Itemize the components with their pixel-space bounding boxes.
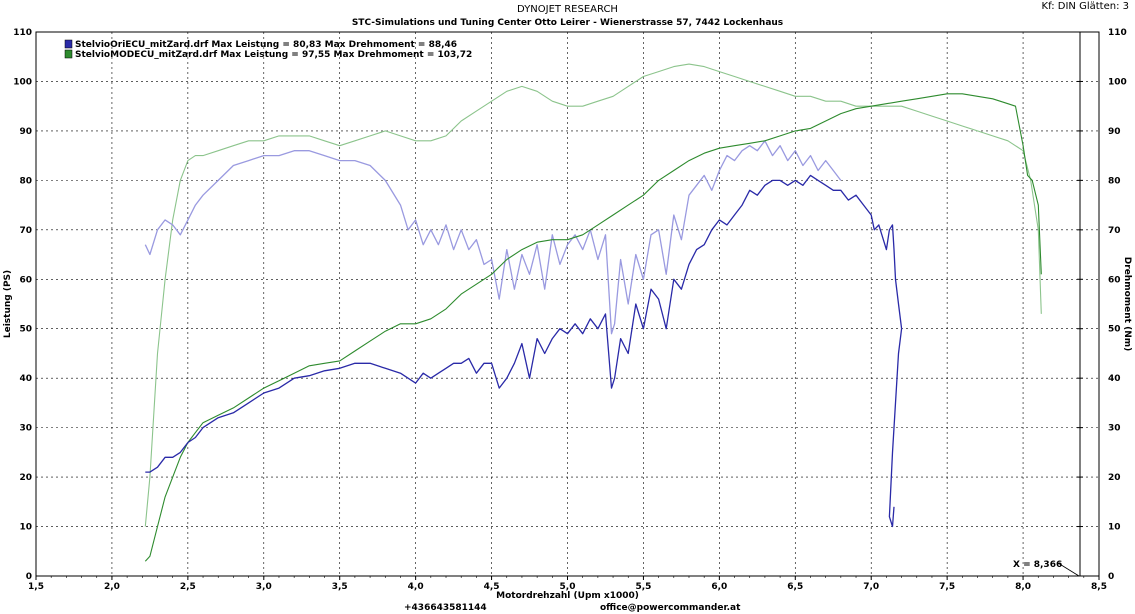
y-tick-label-left: 10 (19, 523, 32, 533)
y-tick-label-left: 40 (19, 374, 32, 384)
x-tick-label: 2,5 (180, 582, 196, 592)
x-tick-label: 6,0 (711, 582, 727, 592)
legend-swatch (64, 39, 73, 49)
x-tick-label: 8,0 (1015, 582, 1031, 592)
x-tick-label: 5,0 (560, 582, 576, 592)
y-tick-label-left: 80 (19, 176, 32, 186)
series-line-2 (144, 140, 842, 335)
y-tick-label-left: 50 (19, 325, 32, 335)
y-axis-label-right: Drehmoment (Nm) (1122, 257, 1132, 351)
x-tick-label: 3,0 (256, 582, 272, 592)
y-tick-label-right: 80 (1108, 176, 1121, 186)
y-tick-label-right: 0 (1108, 572, 1114, 582)
chart-title: DYNOJET RESEARCH (517, 4, 618, 15)
footer-phone: +436643581144 (404, 603, 487, 613)
y-tick-label-right: 110 (1108, 28, 1127, 38)
y-tick-label-right: 70 (1108, 226, 1121, 236)
x-tick-label: 6,5 (787, 582, 803, 592)
legend-swatch (64, 49, 73, 59)
cursor-readout: X = 8,366 (1013, 560, 1062, 570)
y-tick-label-left: 30 (19, 424, 32, 434)
series-line-1 (144, 63, 1042, 527)
y-axis-label-left: Leistung (PS) (3, 270, 13, 338)
x-axis-label: Motordrehzahl (Upm x1000) (496, 591, 639, 601)
legend: StelvioOriECU_mitZard.drf Max Leistung =… (64, 39, 472, 60)
x-tick-label: 2,0 (104, 582, 120, 592)
x-tick-label: 7,5 (939, 582, 955, 592)
series-line-3 (144, 93, 1042, 562)
y-tick-label-left: 60 (19, 275, 32, 285)
y-tick-label-left: 0 (26, 572, 32, 582)
y-tick-label-right: 10 (1108, 523, 1121, 533)
series-line-4 (145, 174, 903, 528)
footer-email: office@powercommander.at (600, 603, 741, 613)
y-tick-label-right: 40 (1108, 374, 1121, 384)
y-tick-label-left: 70 (19, 226, 32, 236)
x-tick-label: 1,5 (28, 582, 44, 592)
x-tick-label: 4,5 (484, 582, 500, 592)
y-tick-label-left: 110 (13, 28, 32, 38)
y-tick-label-right: 50 (1108, 325, 1121, 335)
cursor-leader-line (1057, 562, 1080, 577)
legend-entry: StelvioMODECU_mitZard.drf Max Leistung =… (75, 50, 472, 60)
x-tick-label: 7,0 (863, 582, 879, 592)
y-tick-label-right: 60 (1108, 275, 1121, 285)
y-tick-label-right: 90 (1108, 127, 1121, 137)
y-tick-label-right: 30 (1108, 424, 1121, 434)
settings-readout: Kf: DIN Glätten: 3 (1041, 1, 1129, 12)
chart-subtitle: STC-Simulations und Tuning Center Otto L… (351, 18, 784, 28)
grid (36, 32, 1099, 576)
x-tick-label: 3,5 (332, 582, 348, 592)
x-tick-label: 8,5 (1091, 582, 1107, 592)
x-tick-label: 4,0 (408, 582, 424, 592)
y-tick-label-left: 20 (19, 473, 32, 483)
y-tick-label-right: 100 (1108, 77, 1127, 87)
y-tick-label-left: 90 (19, 127, 32, 137)
y-tick-label-right: 20 (1108, 473, 1121, 483)
legend-entry: StelvioOriECU_mitZard.drf Max Leistung =… (75, 40, 457, 50)
series-lines (144, 63, 1042, 562)
y-tick-label-left: 100 (13, 77, 32, 87)
x-tick-label: 5,5 (635, 582, 651, 592)
axis-ticks: 1,5 2,0 2,5 3,0 3,5 4,0 4,5 5,0 5,5 6,0 6,5 7,0 7,5 8… (13, 28, 1127, 592)
